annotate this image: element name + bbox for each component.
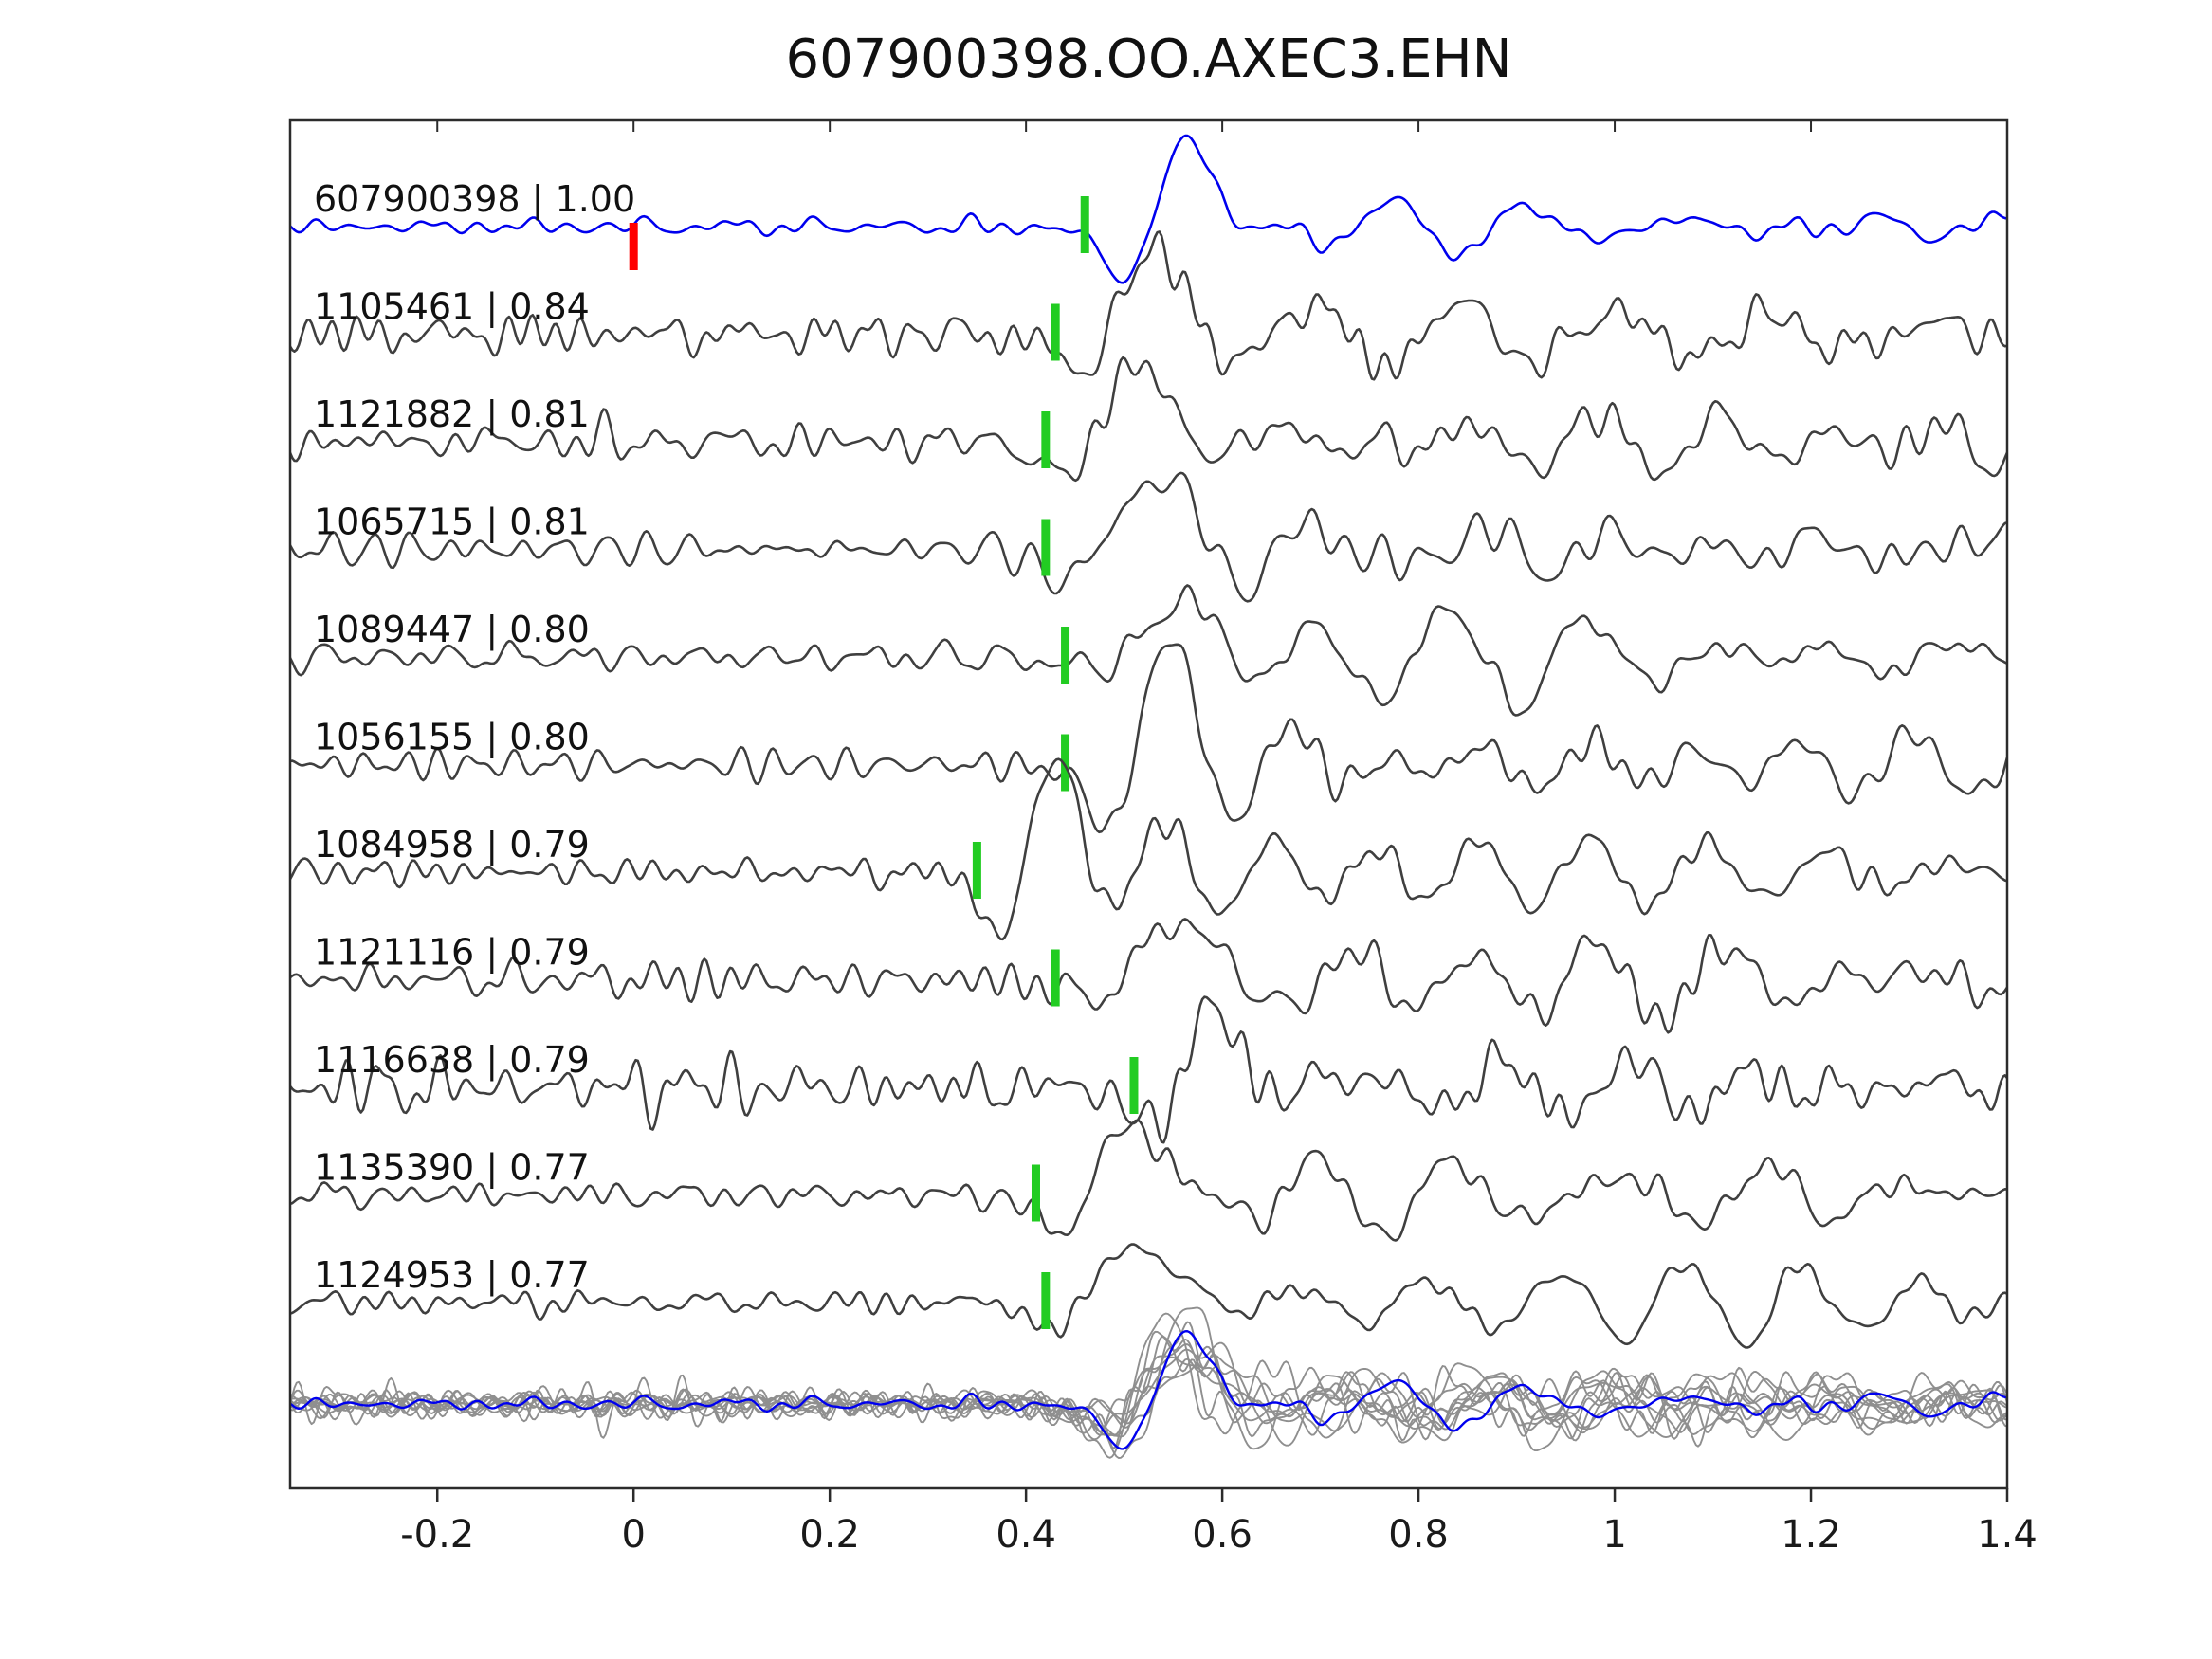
detection-trace-line	[290, 230, 2007, 381]
detection-trace-line	[290, 356, 2007, 483]
detection-trace-line	[290, 471, 2007, 603]
x-tick-label: 0.4	[996, 1513, 1056, 1557]
x-tick-label: 0.8	[1388, 1513, 1449, 1557]
overlay-detection-line	[290, 1356, 2007, 1442]
detection-trace-line	[290, 643, 2007, 834]
template-trace-line	[290, 134, 2007, 284]
trace-label: 1121882 | 0.81	[314, 393, 590, 436]
trace-labels-group: 607900398 | 1.00 1105461 | 0.84 1121882 | …	[314, 178, 635, 1297]
detection-trace-line	[290, 757, 2007, 941]
detection-trace-line	[290, 584, 2007, 717]
plot-border	[288, 118, 2009, 1490]
overlay-template-line	[290, 1330, 2007, 1450]
trace-label: 1124953 | 0.77	[314, 1254, 590, 1297]
detection-trace-line	[290, 1119, 2007, 1242]
trace-label: 1116638 | 0.79	[314, 1039, 590, 1082]
trace-label: 1065715 | 0.81	[314, 501, 590, 544]
x-tick-label: 1.4	[1977, 1513, 2038, 1557]
x-tick-label: 0.2	[799, 1513, 860, 1557]
x-axis: -0.2 0 0.2 0.4 0.6 0.8 1 1.2 1.4	[400, 120, 2038, 1557]
x-tick-label: -0.2	[400, 1513, 474, 1557]
x-tick-label: 0.6	[1192, 1513, 1252, 1557]
trace-label: 1084958 | 0.79	[314, 824, 590, 866]
x-tick-label: 1.2	[1781, 1513, 1841, 1557]
overlay-detection-line	[290, 1343, 2007, 1442]
trace-label: 1105461 | 0.84	[314, 286, 590, 329]
x-tick-label: 1	[1602, 1513, 1626, 1557]
overlay-detection-line	[290, 1312, 2007, 1459]
traces-group	[290, 134, 2007, 1459]
chart-title: 607900398.OO.AXEC3.EHN	[785, 28, 1512, 90]
trace-label: 607900398 | 1.00	[314, 178, 635, 221]
trace-label: 1089447 | 0.80	[314, 609, 590, 651]
trace-label: 1135390 | 0.77	[314, 1147, 590, 1190]
detection-trace-line	[290, 995, 2007, 1144]
x-tick-label: 0	[621, 1513, 645, 1557]
trace-label: 1121116 | 0.79	[314, 932, 590, 975]
overlay-detection-line	[290, 1330, 2007, 1449]
detection-trace-line	[290, 918, 2007, 1034]
trace-label: 1056155 | 0.80	[314, 717, 590, 759]
detection-trace-line	[290, 1243, 2007, 1349]
